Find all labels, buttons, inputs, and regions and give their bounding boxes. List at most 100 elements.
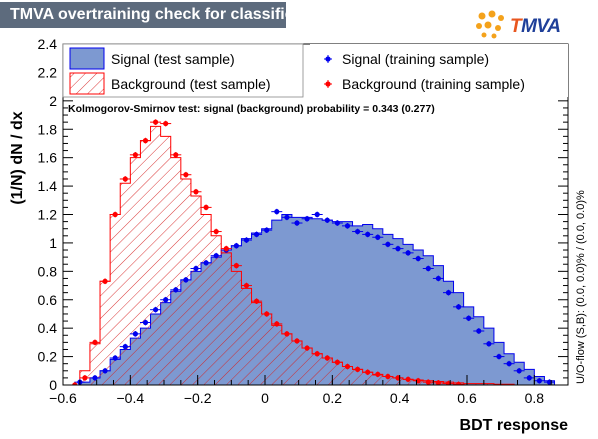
legend-box-right <box>310 44 568 97</box>
signal-training-point <box>193 265 199 272</box>
background-training-point <box>82 375 88 381</box>
signal-training-point <box>264 227 270 233</box>
background-training-point <box>173 152 179 158</box>
background-training-point <box>122 176 128 182</box>
signal-training-point <box>122 344 128 350</box>
legend-background-test-label: Background (test sample) <box>111 76 271 92</box>
background-training-point <box>405 376 411 382</box>
signal-training-point <box>506 361 512 367</box>
signal-training-point <box>163 297 169 303</box>
legend-signal-training-marker <box>325 56 331 62</box>
signal-training-point <box>253 231 260 237</box>
signal-training-point <box>466 315 472 321</box>
signal-training-point <box>425 265 431 272</box>
y-tick-label: 1.2 <box>38 207 58 223</box>
signal-training-point <box>183 277 189 283</box>
signal-training-point <box>284 214 290 220</box>
legend-signal-training-label: Signal (training sample) <box>342 51 489 67</box>
legend-signal-test-label: Signal (test sample) <box>111 51 235 67</box>
signal-training-point <box>516 368 522 374</box>
background-training-point <box>385 373 391 380</box>
signal-training-point <box>395 246 401 252</box>
background-training-point <box>365 369 371 375</box>
signal-training-point <box>142 319 149 326</box>
background-training-point <box>324 355 330 361</box>
background-training-point <box>264 311 270 317</box>
background-training-point <box>253 298 260 304</box>
y-tick-label: 2 <box>49 93 57 109</box>
x-tick-label: −0.2 <box>184 390 212 406</box>
signal-training-point <box>445 290 452 296</box>
y-tick-label: 0.6 <box>38 292 58 308</box>
plot-area <box>63 119 565 385</box>
background-training-point <box>354 366 361 372</box>
background-training-point <box>193 189 199 195</box>
background-training-point <box>163 120 169 127</box>
background-training-point <box>455 381 462 385</box>
signal-training-point <box>415 255 421 262</box>
signal-training-point <box>324 217 330 223</box>
background-training-point <box>72 382 78 385</box>
legend: Signal (test sample) Background (test sam… <box>62 43 568 98</box>
y-tick-label: 1.4 <box>38 178 58 194</box>
signal-training-point <box>385 241 391 247</box>
tmva-logo: TMVA <box>470 8 590 42</box>
signal-training-point <box>486 341 492 347</box>
signal-training-point <box>203 260 209 266</box>
tmva-logo-icon <box>476 10 504 39</box>
signal-training-point <box>526 375 532 381</box>
y-tick-label: 2.4 <box>38 36 58 52</box>
signal-training-point <box>173 287 179 293</box>
signal-training-point <box>375 234 381 240</box>
y-tick-label: 0.4 <box>38 320 58 336</box>
background-training-point <box>92 339 98 345</box>
y-tick-label: 0 <box>49 377 57 393</box>
signal-training-point <box>455 304 462 310</box>
ks-test-text: Kolmogorov-Smirnov test: signal (backgro… <box>68 103 435 115</box>
legend-background-test-swatch <box>69 72 105 95</box>
signal-training-point <box>435 275 441 282</box>
signal-training-point <box>152 307 159 313</box>
x-tick-label: 0.6 <box>457 390 477 406</box>
y-tick-label: 0.8 <box>38 263 58 279</box>
signal-training-point <box>92 375 98 381</box>
signal-training-point <box>112 355 118 361</box>
legend-background-training-label: Background (training sample) <box>342 76 525 92</box>
x-tick-label: 0.2 <box>323 390 343 406</box>
background-training-point <box>233 263 239 269</box>
y-tick-label: 0.2 <box>38 349 58 365</box>
title-bar: TMVA overtraining check for classifier: … <box>0 2 343 28</box>
background-training-point <box>183 172 189 178</box>
x-tick-label: 0 <box>261 390 269 406</box>
background-training-markers <box>69 119 465 385</box>
background-training-point <box>425 379 431 385</box>
background-training-point <box>152 119 159 125</box>
y-tick-label: 1.8 <box>38 121 58 137</box>
signal-training-point <box>102 368 108 374</box>
y-tick-label: 1 <box>49 235 57 251</box>
background-training-point <box>243 282 250 289</box>
background-training-point <box>102 278 108 284</box>
y-tick-label: 2.2 <box>38 64 58 80</box>
background-training-point <box>112 211 118 218</box>
background-training-point <box>375 371 381 377</box>
background-training-point <box>223 246 229 252</box>
signal-training-point <box>274 209 280 215</box>
legend-signal-test-swatch <box>69 47 105 70</box>
signal-training-point <box>365 231 371 237</box>
background-training-point <box>314 351 320 357</box>
background-training-point <box>274 321 280 327</box>
background-training-point <box>304 345 310 351</box>
signal-training-point <box>334 220 340 226</box>
signal-training-point <box>496 353 502 360</box>
y-axis-label: (1/N) dN / dx <box>9 111 26 204</box>
x-tick-label: 0.4 <box>390 390 410 406</box>
signal-training-markers <box>74 208 555 385</box>
x-axis-label: BDT response <box>460 417 569 434</box>
signal-training-point <box>233 243 239 249</box>
signal-training-point <box>294 220 300 226</box>
background-training-point <box>344 363 351 370</box>
signal-training-point <box>354 228 361 235</box>
signal-training-point <box>304 216 310 222</box>
